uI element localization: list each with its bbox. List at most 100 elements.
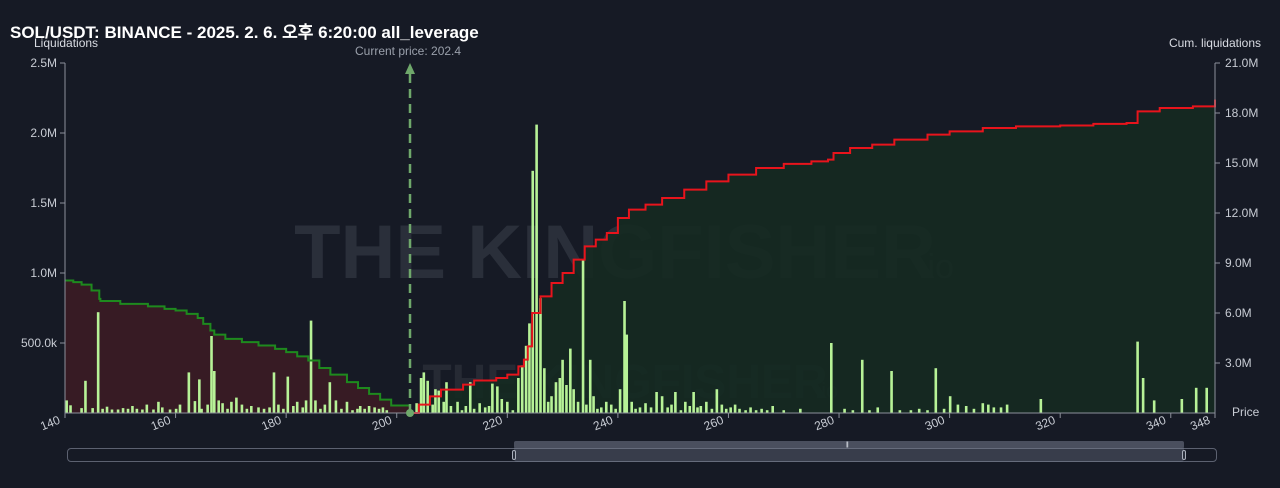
liquidation-bar: [449, 406, 453, 413]
liquidation-bar: [964, 406, 968, 413]
y-right-tick-label: 18.0M: [1225, 106, 1258, 120]
liquidation-bar: [157, 401, 160, 413]
liquidation-bar: [674, 392, 677, 413]
liquidation-bar: [581, 259, 585, 413]
liquidation-bar: [464, 406, 468, 413]
liquidation-bar: [105, 406, 109, 413]
liquidation-bar: [381, 407, 385, 413]
range-scrollbar-thumb-bar[interactable]: [514, 441, 1184, 448]
x-tick-label: 320: [1033, 413, 1057, 434]
liquidation-bar: [295, 401, 299, 413]
liquidation-bar: [638, 407, 642, 413]
liquidation-bar: [363, 408, 366, 413]
liquidation-bar: [442, 401, 446, 413]
liquidation-bar: [972, 408, 976, 413]
liquidation-bar: [655, 392, 658, 413]
liquidation-bar: [956, 404, 960, 413]
liquidation-bar: [999, 407, 1003, 413]
liquidation-bar: [487, 406, 491, 413]
y-right-tick-label: 15.0M: [1225, 156, 1258, 170]
current-price-dot: [406, 409, 414, 417]
liquidation-bar: [340, 408, 343, 413]
liquidation-bar: [710, 408, 714, 413]
liquidation-bar: [377, 408, 381, 413]
liquidation-bar: [604, 401, 608, 413]
liquidation-bar: [345, 401, 349, 413]
liquidation-bar: [174, 408, 178, 413]
y-left-tick-label: 500.0k: [21, 336, 58, 350]
liquidation-bar: [483, 407, 487, 413]
liquidation-bar: [426, 380, 429, 413]
y-left-tick-label: 1.0M: [30, 266, 57, 280]
liquidation-bar: [422, 372, 426, 413]
liquidation-bar: [282, 408, 285, 413]
liquidation-bar: [245, 408, 249, 413]
x-tick-label: 140: [38, 413, 62, 434]
y-right-tick-label: 21.0M: [1225, 56, 1258, 70]
liquidation-bar: [385, 410, 389, 413]
grip-icon[interactable]: |||: [846, 442, 849, 448]
liquidation-bar: [679, 410, 683, 413]
liquidation-bar: [110, 409, 114, 413]
x-tick-label: 348: [1188, 413, 1212, 434]
liquidation-bar: [193, 401, 197, 413]
liquidation-bar: [618, 389, 622, 413]
liquidation-bar: [1136, 341, 1139, 413]
liquidation-bar: [992, 407, 996, 413]
short-cum-fill: [410, 99, 1215, 414]
current-price-arrow: [405, 63, 415, 74]
liquidation-bar: [250, 406, 253, 413]
liquidation-bar: [272, 372, 276, 413]
liquidation-bar: [96, 312, 100, 413]
liquidation-bar: [625, 334, 629, 413]
liquidation-bar: [168, 409, 172, 413]
range-handle-left[interactable]: [512, 450, 516, 460]
liquidation-bar: [630, 401, 634, 413]
liquidation-bar: [569, 348, 572, 413]
liquidation-bar: [535, 124, 538, 413]
liquidation-bar: [235, 397, 238, 413]
x-tick-label: 300: [923, 413, 947, 434]
liquidation-bar: [178, 404, 182, 413]
liquidation-bar: [760, 408, 763, 413]
liquidation-bar: [367, 406, 371, 413]
liquidation-bar: [126, 408, 130, 413]
liquidation-bar: [257, 407, 260, 413]
liquidation-bar: [460, 410, 464, 413]
liquidation-bar: [434, 389, 437, 413]
liquidation-bar: [942, 408, 946, 413]
liquidation-bar: [65, 400, 68, 413]
liquidation-bar: [1194, 387, 1198, 413]
liquidation-bar: [724, 408, 728, 413]
liquidation-bar: [715, 389, 719, 413]
liquidation-bar: [262, 408, 266, 413]
liquidation-bar: [799, 408, 802, 413]
liquidation-bar: [596, 408, 599, 413]
liquidation-bar: [478, 403, 481, 413]
chart-title: SOL/USDT: BINANCE - 2025. 2. 6. 오후 6:20:…: [10, 23, 479, 42]
liquidation-bar: [829, 343, 833, 413]
liquidation-bar: [738, 408, 741, 413]
liquidation-bar: [539, 298, 542, 413]
liquidation-bar: [749, 407, 752, 413]
y-right-tick-label: 9.0M: [1225, 256, 1252, 270]
liquidation-bar: [101, 408, 104, 413]
liquidation-bar: [876, 407, 880, 413]
range-handle-right[interactable]: [1182, 450, 1186, 460]
liquidation-bar: [491, 383, 494, 413]
liquidation-bar: [116, 409, 120, 413]
x-tick-label: 160: [149, 413, 173, 434]
liquidation-bar: [141, 409, 144, 413]
x-axis-label: Price: [1232, 405, 1260, 419]
liquidation-bar: [917, 408, 921, 413]
range-scrollbar[interactable]: [67, 448, 1217, 462]
liquidation-bar: [705, 401, 708, 413]
liquidation-bar: [445, 382, 448, 413]
liquidation-bar: [926, 410, 929, 413]
liquidation-bar: [981, 403, 985, 413]
liquidation-bar: [592, 396, 595, 413]
liquidation-bar: [1039, 399, 1043, 413]
liquidation-bar: [437, 390, 441, 413]
y-left-tick-label: 2.0M: [30, 126, 57, 140]
liquidation-bar: [1152, 400, 1156, 413]
